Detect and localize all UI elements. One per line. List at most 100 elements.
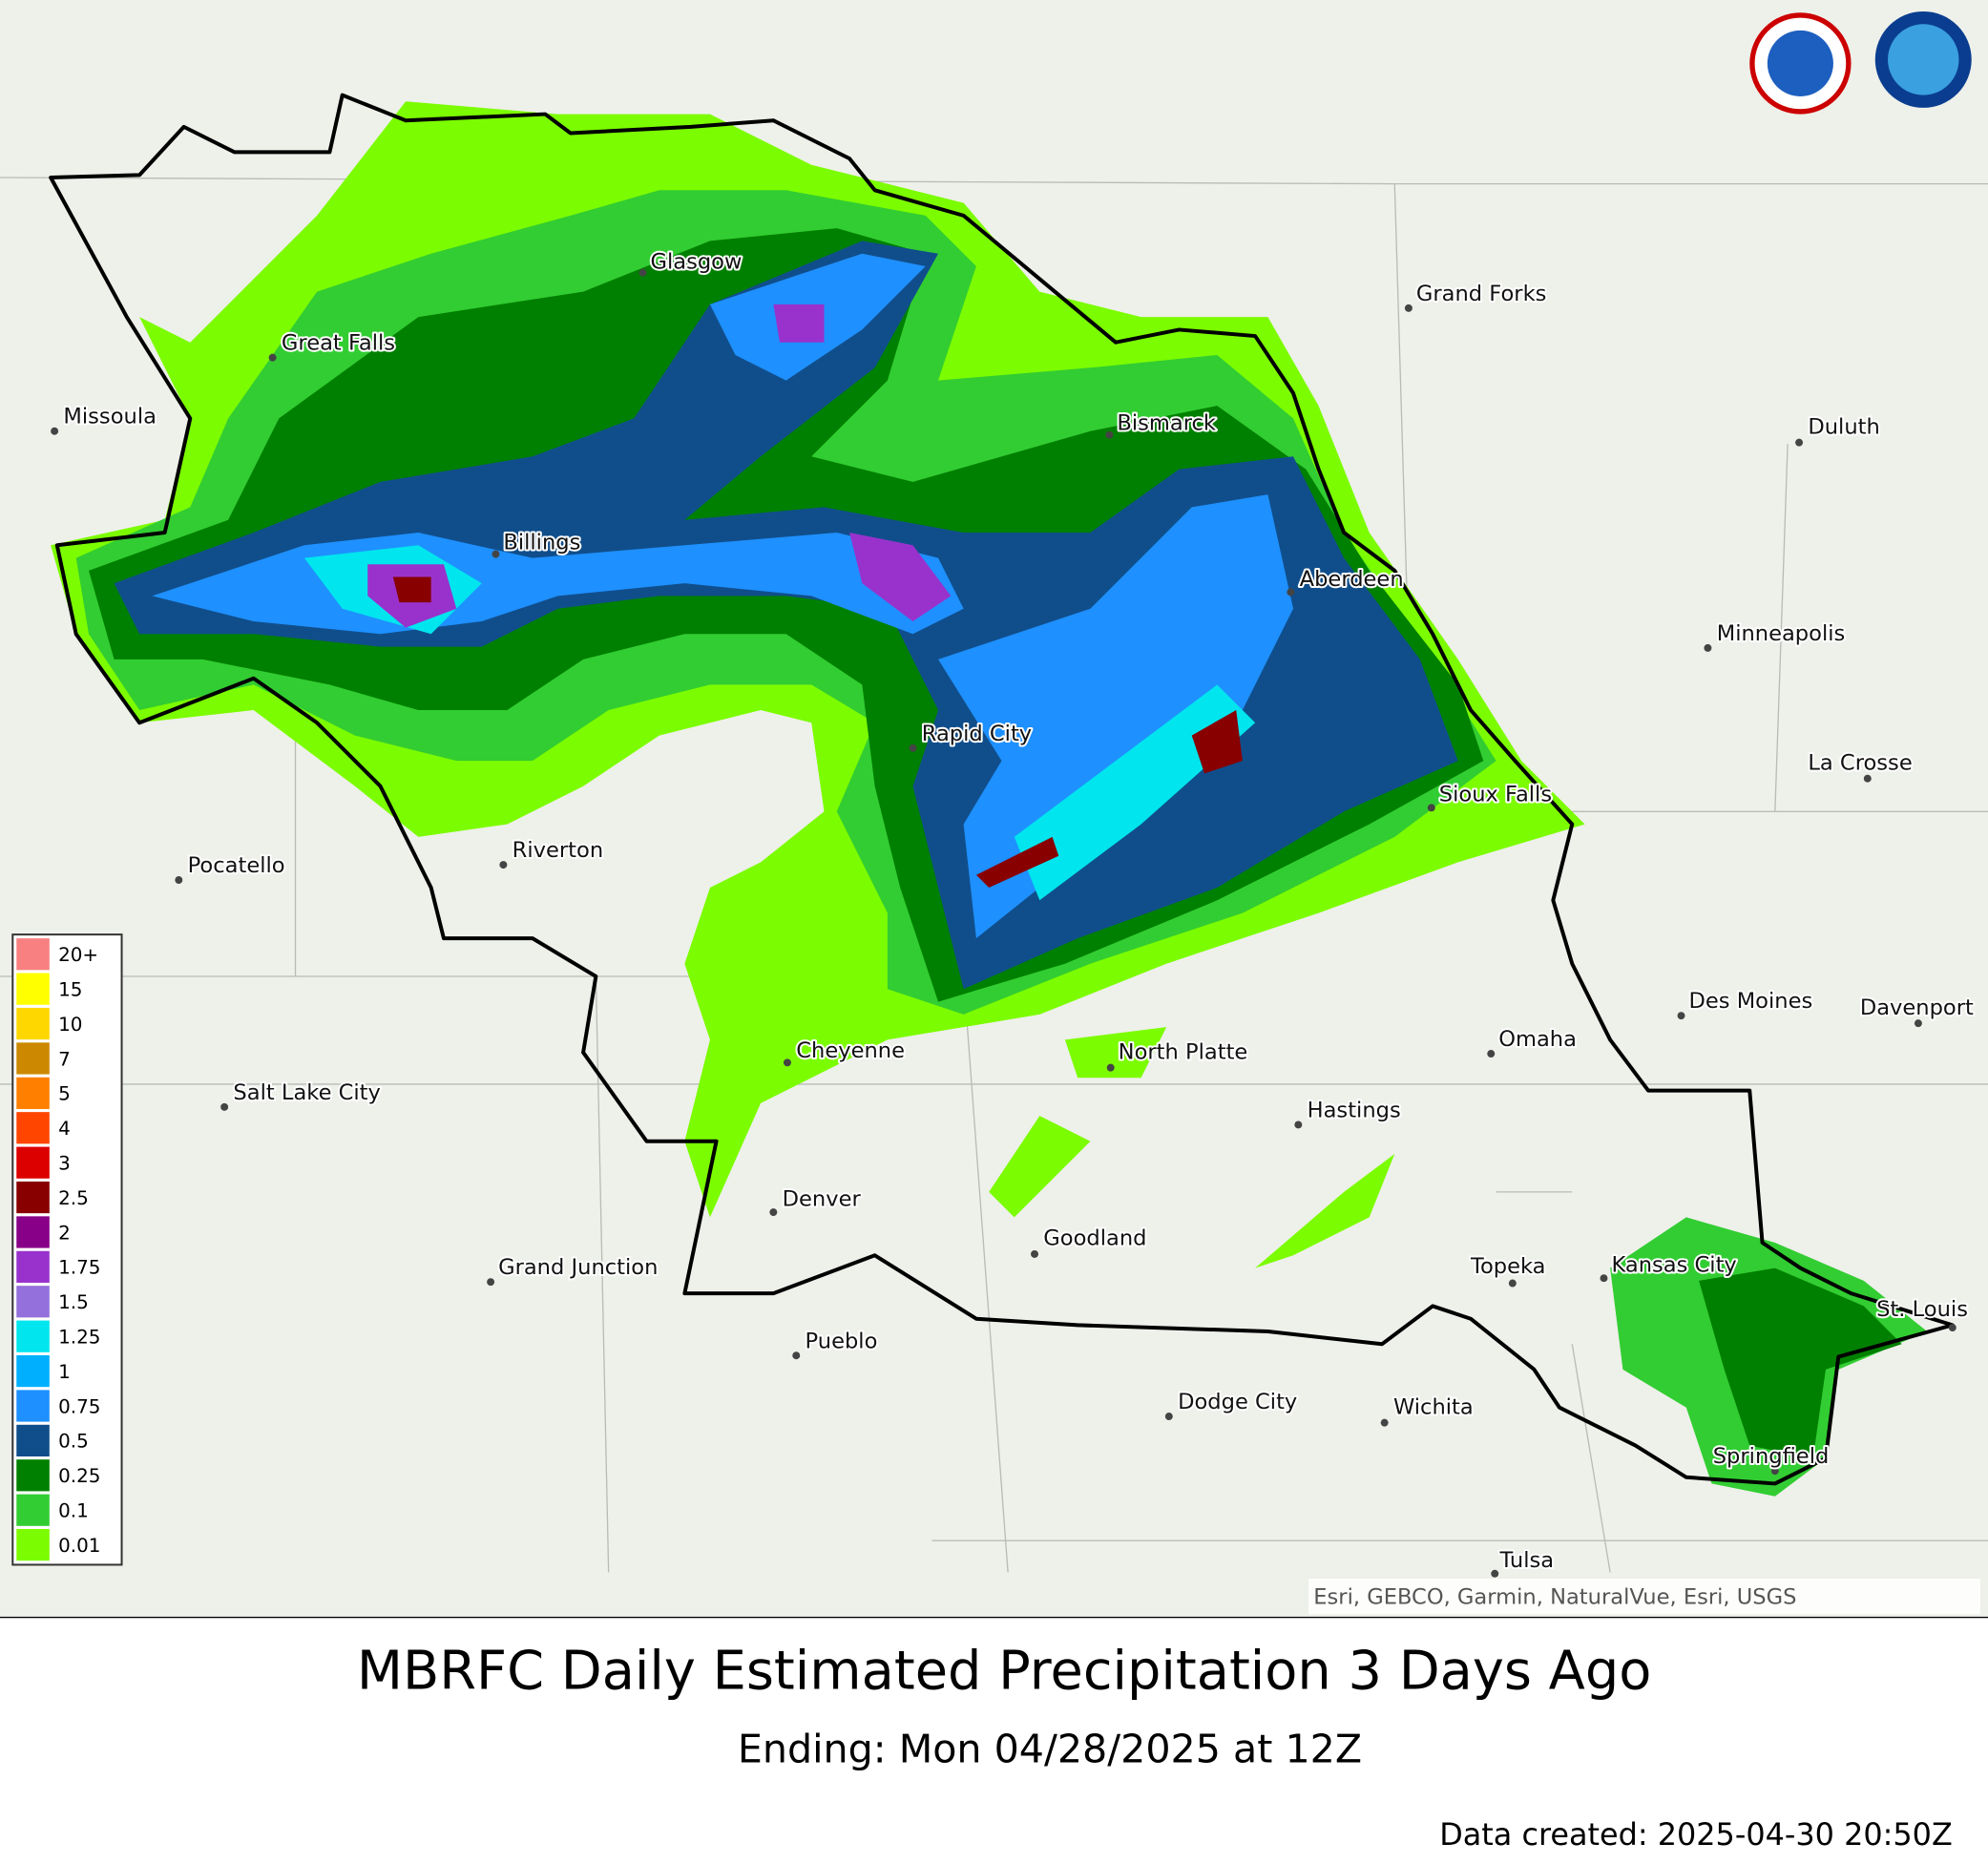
basin-boundary <box>49 93 1955 1486</box>
city-dot <box>1427 804 1435 812</box>
city-label: Denver <box>783 1186 862 1211</box>
city-label: Des Moines <box>1688 989 1812 1014</box>
city-label: Goodland <box>1043 1226 1146 1251</box>
legend-swatch <box>16 1286 50 1318</box>
legend-label: 0.75 <box>58 1395 100 1417</box>
city-dot <box>1031 1249 1038 1258</box>
legend-swatch <box>16 1007 50 1040</box>
city-dot <box>1487 1050 1496 1058</box>
city-dot <box>1770 1467 1779 1476</box>
city-dot <box>492 550 500 558</box>
legend-swatch <box>16 973 50 1005</box>
city-dot <box>1491 1569 1499 1578</box>
city-dot <box>499 861 508 869</box>
legend: 20+ 15 10 7 5 4 3 2.5 2 1.75 1.5 1.25 1 0.75 0.5 0.25 0.… <box>11 933 123 1566</box>
city-dot <box>175 876 183 885</box>
legend-swatch <box>16 1146 50 1179</box>
legend-label: 10 <box>58 1014 82 1036</box>
city-dot <box>909 744 917 752</box>
city-label: North Platte <box>1119 1039 1248 1064</box>
city-dot <box>1948 1324 1957 1331</box>
city-label: Topeka <box>1470 1254 1546 1279</box>
city-dot <box>1863 774 1872 783</box>
city-dot <box>1105 430 1114 439</box>
city-label: Missoula <box>63 405 157 429</box>
legend-swatch <box>16 1459 50 1492</box>
city-dot <box>1704 643 1712 652</box>
legend-swatch <box>16 938 50 971</box>
city-label: Springfield <box>1713 1444 1830 1469</box>
city-label: Glasgow <box>650 250 742 275</box>
legend-swatch <box>16 1112 50 1144</box>
city-label: Tulsa <box>1499 1548 1555 1573</box>
legend-label: 1.75 <box>58 1257 100 1279</box>
city-dot <box>783 1058 791 1067</box>
legend-swatch <box>16 1181 50 1214</box>
city-label: Great Falls <box>282 331 395 356</box>
legend-label: 1 <box>58 1361 71 1383</box>
city-label: Riverton <box>513 838 603 863</box>
city-label: Omaha <box>1498 1027 1577 1052</box>
map-frame <box>0 1616 1988 1619</box>
city-label: St. Louis <box>1876 1297 1968 1322</box>
legend-swatch <box>16 1042 50 1075</box>
city-label: Bismarck <box>1117 410 1217 435</box>
city-label: Pueblo <box>806 1329 878 1353</box>
city-layer: Glasgow Great Falls Missoula Grand Forks Bis… <box>51 248 1976 1578</box>
city-label: Cheyenne <box>796 1038 905 1063</box>
city-label: Salt Lake City <box>233 1080 380 1105</box>
legend-label: 7 <box>58 1048 71 1070</box>
city-label: Rapid City <box>922 722 1032 746</box>
city-label: Minneapolis <box>1717 621 1846 646</box>
legend-swatch <box>16 1320 50 1352</box>
city-label: Davenport <box>1860 995 1974 1020</box>
legend-label: 0.25 <box>58 1465 100 1487</box>
city-dot <box>51 427 59 435</box>
legend-swatch <box>16 1424 50 1456</box>
city-dot <box>1294 1120 1303 1129</box>
city-dot <box>1164 1413 1173 1420</box>
legend-swatch <box>16 1216 50 1248</box>
legend-swatch <box>16 1390 50 1422</box>
city-label: Billings <box>503 530 580 555</box>
legend-label: 1.25 <box>58 1326 100 1348</box>
city-label: Wichita <box>1393 1394 1474 1419</box>
legend-label: 3 <box>58 1152 71 1174</box>
title: MBRFC Daily Estimated Precipitation 3 Da… <box>357 1641 1652 1703</box>
city-label: Kansas City <box>1611 1253 1736 1278</box>
data-created: Data created: 2025-04-30 20:50Z <box>1439 1816 1953 1853</box>
legend-swatch <box>16 1528 50 1561</box>
city-dot <box>1795 438 1804 447</box>
city-label: Grand Forks <box>1416 282 1547 306</box>
city-dot <box>638 268 647 277</box>
city-label: Hastings <box>1308 1098 1401 1122</box>
city-dot <box>1508 1279 1517 1288</box>
legend-swatch <box>16 1077 50 1109</box>
city-label: Duluth <box>1808 414 1879 439</box>
city-dot <box>1404 304 1413 312</box>
city-label: Grand Junction <box>498 1255 658 1280</box>
legend-label: 0.5 <box>58 1431 89 1453</box>
legend-swatch <box>16 1354 50 1388</box>
city-dot <box>1914 1019 1922 1028</box>
city-dot <box>1106 1063 1115 1072</box>
legend-label: 15 <box>58 978 82 1000</box>
city-label: Dodge City <box>1178 1390 1297 1414</box>
legend-label: 0.1 <box>58 1500 89 1522</box>
legend-swatch <box>16 1250 50 1283</box>
city-label: La Crosse <box>1808 750 1912 775</box>
city-dot <box>1380 1418 1389 1427</box>
city-dot <box>220 1102 229 1111</box>
legend-label: 4 <box>58 1118 71 1140</box>
city-dot <box>1600 1274 1608 1283</box>
legend-label: 2 <box>58 1222 71 1244</box>
city-dot <box>487 1278 495 1287</box>
city-dot <box>1677 1012 1685 1020</box>
city-dot <box>769 1208 778 1217</box>
city-label: Aberdeen <box>1300 567 1404 592</box>
subtitle: Ending: Mon 04/28/2025 at 12Z <box>738 1727 1362 1772</box>
city-label: Sioux Falls <box>1439 783 1552 807</box>
attribution: Esri, GEBCO, Garmin, NaturalVue, Esri, U… <box>1313 1585 1796 1610</box>
city-label: Pocatello <box>188 853 285 878</box>
